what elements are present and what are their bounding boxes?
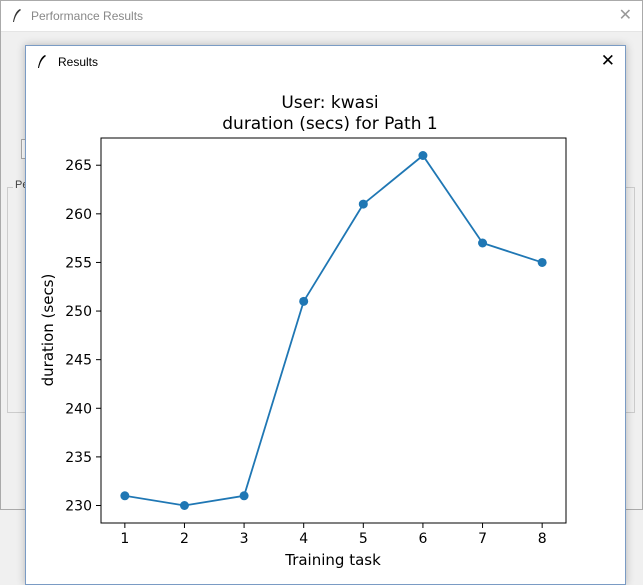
y-tick-label: 265: [65, 158, 92, 174]
y-tick-label: 230: [65, 499, 92, 515]
plot-area: [100, 137, 567, 524]
x-tick-label: 2: [180, 531, 189, 547]
x-tick-label: 8: [538, 531, 547, 547]
line-chart: User: kwasi duration (secs) for Path 1 1…: [39, 93, 567, 569]
results-titlebar: Results ✕: [26, 46, 625, 77]
feather-icon: [38, 54, 46, 68]
data-point: [418, 151, 428, 160]
background-titlebar: Performance Results: [1, 1, 642, 32]
close-icon[interactable]: ✕: [600, 51, 615, 70]
data-point: [537, 257, 547, 267]
results-window: Results ✕ User: kwasi duration (secs) fo…: [25, 45, 626, 585]
y-tick-label: 250: [65, 304, 92, 320]
y-tick-label: 240: [65, 401, 92, 417]
x-tick-label: 4: [299, 531, 308, 547]
y-axis-label: duration (secs): [39, 274, 57, 387]
y-axis-ticks: 230 235 240 245 250 255 260 265: [65, 158, 101, 515]
y-tick-label: 260: [65, 207, 92, 223]
data-point: [358, 199, 368, 209]
results-window-title: Results: [58, 54, 99, 69]
data-point: [179, 501, 189, 510]
x-tick-label: 3: [240, 531, 249, 547]
x-tick-label: 5: [359, 531, 368, 547]
x-tick-label: 1: [120, 531, 129, 547]
chart-subtitle: duration (secs) for Path 1: [222, 114, 437, 134]
data-point: [239, 491, 249, 501]
data-point: [299, 296, 309, 306]
y-tick-label: 255: [65, 255, 92, 271]
close-icon[interactable]: ✕: [618, 7, 632, 24]
x-tick-label: 7: [478, 531, 487, 547]
chart-title: User: kwasi: [281, 93, 378, 113]
y-tick-label: 235: [65, 450, 92, 466]
data-point: [120, 491, 130, 501]
y-tick-label: 245: [65, 353, 92, 369]
series-markers: [120, 151, 547, 510]
x-axis-ticks: 1 2 3 4 5 6 7 8: [120, 523, 547, 547]
series-line: [124, 154, 543, 507]
feather-icon: [13, 9, 21, 22]
x-axis-label: Training task: [284, 551, 381, 569]
background-window-title: Performance Results: [31, 9, 144, 23]
data-point: [478, 238, 488, 248]
x-tick-label: 6: [418, 531, 427, 547]
